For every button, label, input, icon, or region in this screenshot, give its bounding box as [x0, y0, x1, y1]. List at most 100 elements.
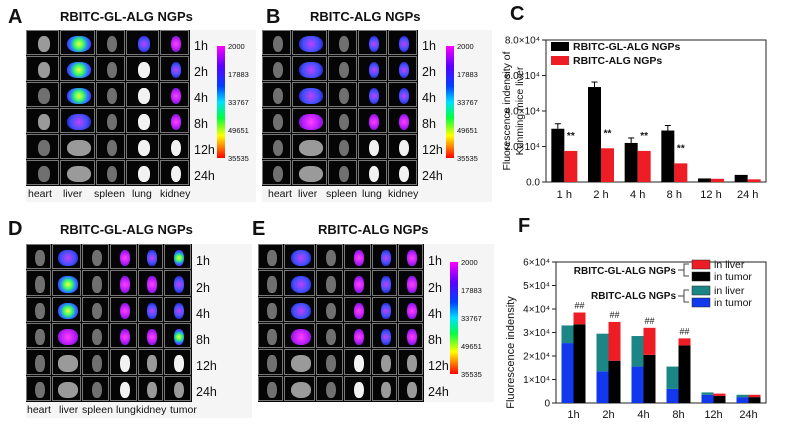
- organ-cell: [372, 323, 397, 349]
- panel-b-title: RBITC-ALG NGPs: [310, 9, 421, 24]
- organ-cell: [358, 160, 387, 185]
- organ-cell: [258, 296, 283, 322]
- organ-cell: [164, 323, 191, 349]
- organ-cell: [26, 56, 59, 81]
- organ-cell: [292, 56, 327, 81]
- organ-fluorescence-blob: [35, 302, 45, 319]
- significance-marker: ##: [609, 310, 619, 320]
- organ-cell: [262, 160, 291, 185]
- organ-cell: [258, 270, 283, 296]
- organ-fluorescence-blob: [67, 87, 91, 105]
- organ-cell: [52, 296, 81, 322]
- time-label: 1h: [422, 39, 436, 53]
- organ-fluorescence-blob: [398, 165, 410, 183]
- organ-label: spleen: [82, 404, 113, 416]
- legend-bracket: [678, 289, 689, 303]
- organ-fluorescence-blob: [326, 355, 336, 372]
- organ-cell: [258, 244, 283, 270]
- organ-cell: [328, 134, 357, 159]
- organ-fluorescence-blob: [38, 61, 50, 79]
- organ-fluorescence-blob: [381, 355, 391, 372]
- organ-cell: [82, 270, 109, 296]
- organ-fluorescence-blob: [67, 113, 91, 131]
- organ-cell: [126, 56, 159, 81]
- time-label: 8h: [196, 333, 210, 347]
- organ-fluorescence-blob: [38, 165, 50, 183]
- organ-fluorescence-blob: [170, 165, 182, 183]
- organ-fluorescence-blob: [58, 355, 78, 372]
- x-tick-label: 1 h: [557, 189, 572, 201]
- stacked-bar-segment: [678, 338, 691, 346]
- organ-fluorescence-blob: [38, 113, 50, 131]
- organ-cell: [96, 56, 125, 81]
- organ-cell: [372, 375, 397, 401]
- organ-cell: [60, 30, 95, 55]
- organ-cell: [26, 160, 59, 185]
- y-tick-label: 4×10⁴: [523, 305, 550, 316]
- organ-fluorescence-blob: [147, 250, 157, 267]
- organ-cell: [110, 323, 137, 349]
- organ-cell: [316, 270, 343, 296]
- legend-bracket: [678, 263, 689, 277]
- organ-cell: [316, 323, 343, 349]
- x-tick-label: 1h: [567, 409, 579, 421]
- organ-fluorescence-blob: [368, 87, 380, 105]
- organ-cell: [398, 244, 423, 270]
- organ-cell: [160, 134, 189, 159]
- bar: [698, 178, 711, 182]
- organ-fluorescence-blob: [267, 250, 277, 267]
- organ-fluorescence-blob: [58, 329, 78, 346]
- organ-fluorescence-blob: [272, 61, 284, 79]
- time-label: 8h: [194, 117, 208, 131]
- organ-fluorescence-blob: [299, 87, 323, 105]
- time-label: 1h: [196, 254, 210, 268]
- legend-entry: in tumor: [714, 297, 752, 309]
- organ-fluorescence-blob: [120, 250, 130, 267]
- organ-cell: [126, 134, 159, 159]
- panel-c-bar-chart: C 0.0 2.0×10⁴ 4.0×10⁴ 6.0×10⁴ 8.0×10⁴ Fluores…: [501, 3, 767, 201]
- organ-cell: [110, 349, 137, 375]
- organ-cell: [292, 82, 327, 107]
- organ-fluorescence-blob: [174, 276, 184, 293]
- organ-cell: [110, 244, 137, 270]
- time-label: 12h: [196, 359, 217, 373]
- stacked-bar-segment: [643, 327, 656, 355]
- time-label: 4h: [194, 91, 208, 105]
- organ-cell: [316, 349, 343, 375]
- organ-fluorescence-blob: [120, 329, 130, 346]
- organ-cell: [316, 244, 343, 270]
- legend-swatch: [691, 271, 711, 282]
- organ-fluorescence-blob: [120, 381, 130, 398]
- organ-cell: [26, 134, 59, 159]
- legend-group-label: RBITC-ALG NGPs: [591, 291, 676, 302]
- organ-cell: [316, 375, 343, 401]
- organ-cell: [96, 160, 125, 185]
- organ-cell: [284, 244, 315, 270]
- organ-cell: [138, 375, 163, 401]
- organ-cell: [398, 323, 423, 349]
- organ-fluorescence-blob: [147, 276, 157, 293]
- y-tick-label: 1×10⁴: [523, 375, 550, 386]
- panel-e-organ-image-grid: [258, 244, 424, 402]
- legend-group-label: RBITC-GL-ALG NGPs: [574, 266, 677, 277]
- time-label: 12h: [428, 359, 449, 373]
- organ-cell: [358, 30, 387, 55]
- organ-fluorescence-blob: [272, 139, 284, 157]
- organ-cell: [262, 56, 291, 81]
- organ-cell: [138, 296, 163, 322]
- organ-cell: [262, 108, 291, 133]
- organ-fluorescence-blob: [368, 61, 380, 79]
- y-tick-label: 2×10⁴: [523, 352, 550, 363]
- organ-fluorescence-blob: [398, 61, 410, 79]
- stacked-bar-segment: [596, 333, 609, 372]
- organ-fluorescence-blob: [407, 355, 417, 372]
- organ-fluorescence-blob: [92, 355, 102, 372]
- y-tick-label: 4.0×10⁴: [505, 107, 540, 118]
- organ-cell: [372, 349, 397, 375]
- stacked-bar-segment: [748, 397, 761, 403]
- organ-fluorescence-blob: [381, 250, 391, 267]
- organ-cell: [292, 108, 327, 133]
- organ-cell: [60, 160, 95, 185]
- organ-cell: [82, 375, 109, 401]
- stacked-bar-segment: [713, 393, 726, 396]
